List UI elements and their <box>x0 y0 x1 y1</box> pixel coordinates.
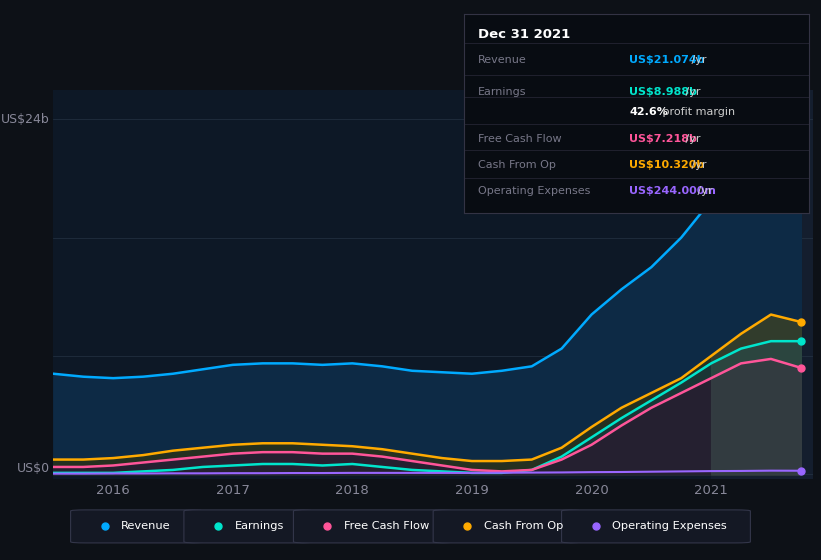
Text: Operating Expenses: Operating Expenses <box>478 186 590 196</box>
Text: Revenue: Revenue <box>478 55 526 65</box>
FancyBboxPatch shape <box>433 510 580 543</box>
Text: US$24b: US$24b <box>1 113 49 126</box>
Text: /yr: /yr <box>688 160 707 170</box>
Text: Cash From Op: Cash From Op <box>478 160 556 170</box>
FancyBboxPatch shape <box>562 510 750 543</box>
Text: Cash From Op: Cash From Op <box>484 521 563 531</box>
Text: /yr: /yr <box>682 134 700 144</box>
Bar <box>711 90 813 479</box>
Text: Operating Expenses: Operating Expenses <box>612 521 727 531</box>
Text: 42.6%: 42.6% <box>630 108 668 118</box>
Text: Free Cash Flow: Free Cash Flow <box>478 134 562 144</box>
Text: profit margin: profit margin <box>658 108 735 118</box>
Text: US$7.218b: US$7.218b <box>630 134 697 144</box>
Text: /yr: /yr <box>694 186 713 196</box>
Text: /yr: /yr <box>682 87 700 96</box>
Text: Revenue: Revenue <box>122 521 171 531</box>
Text: Earnings: Earnings <box>478 87 526 96</box>
Text: US$10.320b: US$10.320b <box>630 160 704 170</box>
Text: Earnings: Earnings <box>235 521 284 531</box>
Text: US$244.000m: US$244.000m <box>630 186 716 196</box>
FancyBboxPatch shape <box>184 510 312 543</box>
FancyBboxPatch shape <box>293 510 452 543</box>
FancyBboxPatch shape <box>71 510 203 543</box>
Text: /yr: /yr <box>688 55 707 65</box>
Text: US$0: US$0 <box>16 462 49 475</box>
Text: Free Cash Flow: Free Cash Flow <box>344 521 429 531</box>
Text: US$21.074b: US$21.074b <box>630 55 705 65</box>
Text: US$8.988b: US$8.988b <box>630 87 697 96</box>
Text: Dec 31 2021: Dec 31 2021 <box>478 28 570 41</box>
